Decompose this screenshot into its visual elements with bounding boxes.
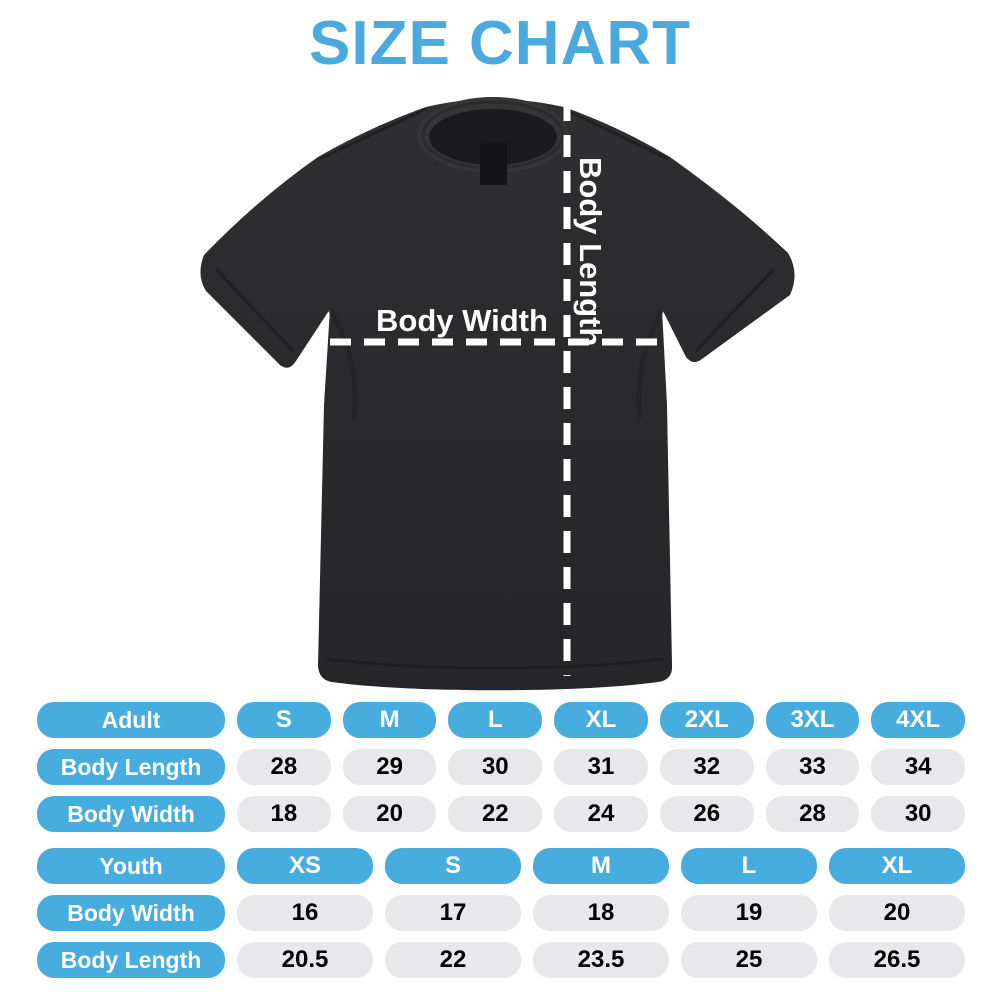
- value-pill: 20: [342, 796, 437, 832]
- youth-size-pill-m: M: [533, 848, 669, 884]
- value-pill: 20.5: [237, 942, 373, 978]
- left-armpit-crease: [327, 307, 358, 420]
- right-shoulder-seam: [563, 107, 669, 161]
- youth-size-pill-xs: XS: [237, 848, 373, 884]
- adult-body-width-row: Body Width 18 20 22 24 26 28 30: [37, 796, 966, 832]
- adult-size-pill-xl: XL: [554, 702, 648, 738]
- value-pill: 16: [237, 895, 373, 931]
- youth-size-pill-s: S: [385, 848, 521, 884]
- value-pill: 29: [342, 749, 437, 785]
- youth-body-length-row: Body Length 20.5 22 23.5 25 26.5: [37, 942, 965, 978]
- adult-group-pill: Adult: [37, 702, 225, 738]
- youth-size-pill-l: L: [681, 848, 817, 884]
- adult-body-length-row: Body Length 28 29 30 31 32 33 34: [37, 749, 966, 785]
- left-shoulder-seam: [319, 107, 427, 161]
- row-label-pill: Body Length: [37, 942, 225, 978]
- value-pill: 18: [533, 895, 669, 931]
- body-width-label: Body Width: [376, 303, 548, 338]
- body-length-label: Body Length: [573, 157, 608, 346]
- right-cuff-seam: [694, 267, 776, 353]
- value-pill: 32: [659, 749, 754, 785]
- page-title: SIZE CHART: [309, 9, 691, 78]
- adult-size-pill-s: S: [237, 702, 331, 738]
- value-pill: 18: [237, 796, 331, 832]
- hem-seam: [325, 657, 665, 670]
- value-pill: 26: [659, 796, 754, 832]
- left-cuff-seam: [214, 267, 295, 353]
- youth-table: Youth XS S M L XL Body Width 16 17 18 19…: [37, 848, 965, 989]
- adult-size-pill-m: M: [342, 702, 437, 738]
- value-pill: 23.5: [533, 942, 669, 978]
- row-label-pill: Body Width: [37, 796, 225, 832]
- collar-opening: [429, 109, 557, 165]
- value-pill: 22: [385, 942, 521, 978]
- value-pill: 30: [448, 749, 543, 785]
- adult-table: Adult S M L XL 2XL 3XL 4XL Body Length 2…: [37, 702, 966, 843]
- youth-group-pill: Youth: [37, 848, 225, 884]
- adult-header-row: Adult S M L XL 2XL 3XL 4XL: [37, 702, 966, 738]
- value-pill: 34: [871, 749, 966, 785]
- neck-tag: [480, 143, 507, 185]
- value-pill: 25: [681, 942, 817, 978]
- value-pill: 17: [385, 895, 521, 931]
- adult-size-pill-2xl: 2XL: [659, 702, 754, 738]
- row-label-pill: Body Length: [37, 749, 225, 785]
- value-pill: 20: [829, 895, 965, 931]
- adult-size-pill-l: L: [448, 702, 543, 738]
- adult-size-pill-3xl: 3XL: [765, 702, 860, 738]
- value-pill: 19: [681, 895, 817, 931]
- value-pill: 24: [554, 796, 648, 832]
- tshirt-diagram: Body Width Body Length: [140, 85, 870, 700]
- tshirt-graphic: Body Width Body Length: [200, 97, 795, 691]
- youth-body-width-row: Body Width 16 17 18 19 20: [37, 895, 965, 931]
- value-pill: 30: [871, 796, 966, 832]
- value-pill: 26.5: [829, 942, 965, 978]
- value-pill: 28: [237, 749, 331, 785]
- adult-size-pill-4xl: 4XL: [871, 702, 966, 738]
- tshirt-body: [200, 99, 795, 691]
- row-label-pill: Body Width: [37, 895, 225, 931]
- value-pill: 31: [554, 749, 648, 785]
- value-pill: 22: [448, 796, 543, 832]
- youth-size-pill-xl: XL: [829, 848, 965, 884]
- value-pill: 28: [765, 796, 860, 832]
- youth-header-row: Youth XS S M L XL: [37, 848, 965, 884]
- value-pill: 33: [765, 749, 860, 785]
- right-armpit-crease: [636, 307, 665, 420]
